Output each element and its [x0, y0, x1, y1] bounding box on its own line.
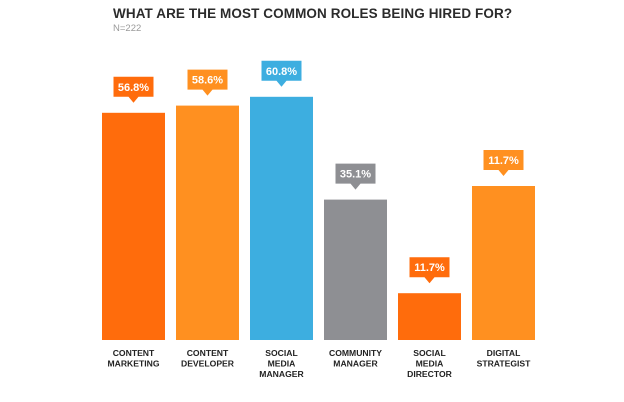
value-label-3: 35.1% — [340, 169, 371, 181]
bar-3 — [324, 199, 387, 340]
value-label-5: 11.7% — [488, 155, 519, 167]
chart-subtitle: N=222 — [113, 23, 142, 34]
bar-4 — [398, 293, 461, 340]
category-label-2: SOCIAL MEDIA MANAGER — [259, 348, 304, 379]
value-callout-5 — [483, 150, 524, 176]
value-callout-4 — [409, 257, 450, 284]
value-callout-0 — [113, 76, 154, 103]
bar-0 — [102, 112, 165, 340]
value-label-4: 11.7% — [414, 262, 445, 274]
bar-2 — [250, 96, 313, 340]
bar-1 — [176, 105, 239, 340]
value-label-1: 58.6% — [192, 75, 223, 87]
value-label-2: 60.8% — [266, 66, 297, 78]
value-callout-2 — [261, 60, 302, 87]
bar-5 — [472, 186, 535, 340]
value-callout-1 — [187, 69, 228, 96]
value-callout-3 — [335, 163, 376, 190]
category-label-3: COMMUNITY MANAGER — [329, 348, 382, 369]
category-label-4: SOCIAL MEDIA DIRECTOR — [407, 348, 453, 379]
value-label-0: 56.8% — [118, 82, 149, 94]
category-label-5: DIGITAL STRATEGIST — [477, 348, 532, 369]
category-label-1: CONTENT DEVELOPER — [181, 348, 235, 369]
chart-title: WHAT ARE THE MOST COMMON ROLES BEING HIR… — [113, 6, 513, 21]
category-label-0: CONTENT MARKETING — [107, 348, 159, 369]
